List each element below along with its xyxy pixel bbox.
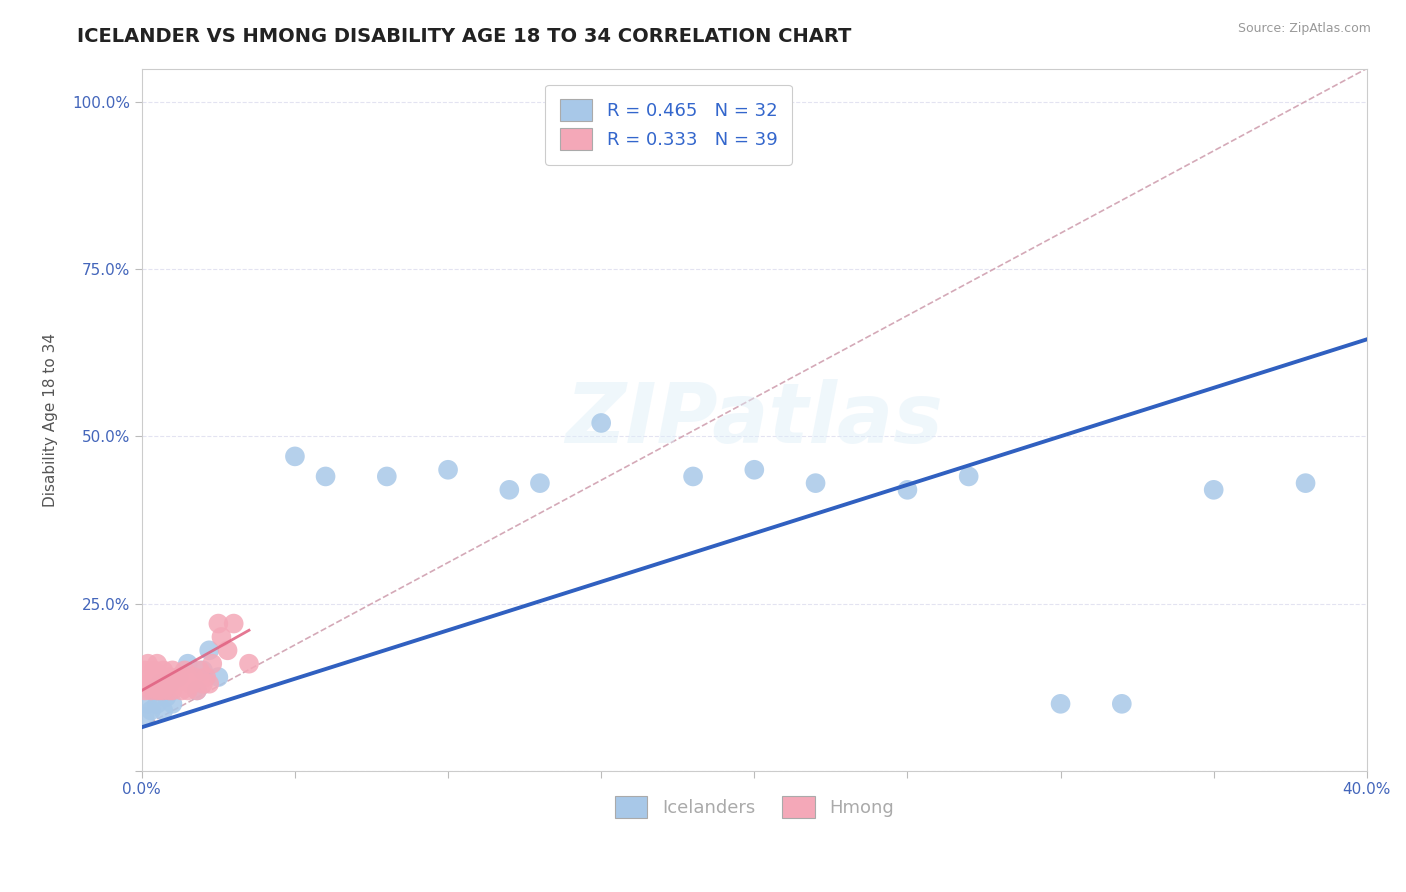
Point (149, 683, 172, 698)
Point (152, 664, 174, 678)
Point (162, 697, 184, 711)
Point (149, 677, 172, 691)
Point (209, 630, 232, 644)
Text: Source: ZipAtlas.com: Source: ZipAtlas.com (1237, 22, 1371, 36)
Point (134, 710, 156, 724)
Point (136, 657, 159, 671)
Point (207, 616, 229, 631)
Point (207, 670, 229, 684)
Point (198, 643, 221, 657)
Point (217, 643, 239, 657)
Point (284, 450, 307, 464)
Point (315, 469, 337, 483)
Point (437, 463, 460, 477)
Point (139, 704, 162, 718)
Point (238, 657, 260, 671)
Point (180, 677, 202, 691)
Point (134, 683, 156, 698)
Point (167, 670, 190, 684)
Point (143, 683, 166, 698)
Point (177, 670, 200, 684)
Point (162, 664, 184, 678)
Point (804, 476, 827, 491)
Point (198, 677, 221, 691)
Point (157, 670, 180, 684)
Legend: Icelanders, Hmong: Icelanders, Hmong (607, 789, 901, 825)
Point (529, 476, 551, 491)
Point (139, 683, 162, 698)
Point (139, 670, 162, 684)
Point (195, 670, 218, 684)
Point (162, 683, 184, 698)
Point (157, 683, 180, 698)
Point (188, 664, 211, 678)
Point (136, 697, 159, 711)
Point (143, 664, 166, 678)
Point (183, 670, 205, 684)
Y-axis label: Disability Age 18 to 34: Disability Age 18 to 34 (44, 333, 58, 507)
Point (157, 677, 180, 691)
Point (591, 416, 613, 430)
Point (222, 616, 245, 631)
Point (155, 677, 177, 691)
Point (1111, 697, 1133, 711)
Point (146, 697, 169, 711)
Point (136, 677, 159, 691)
Point (170, 683, 193, 698)
Point (177, 657, 200, 671)
Point (896, 483, 918, 497)
Point (375, 469, 398, 483)
Point (165, 677, 187, 691)
Point (1295, 476, 1317, 491)
Point (1049, 697, 1071, 711)
Point (146, 657, 169, 671)
Point (143, 677, 166, 691)
Text: ICELANDER VS HMONG DISABILITY AGE 18 TO 34 CORRELATION CHART: ICELANDER VS HMONG DISABILITY AGE 18 TO … (77, 27, 852, 45)
Point (167, 670, 190, 684)
Point (177, 683, 200, 698)
Point (498, 483, 520, 497)
Point (742, 463, 765, 477)
Point (146, 670, 169, 684)
Point (957, 469, 980, 483)
Point (146, 683, 169, 698)
Point (173, 664, 195, 678)
Point (201, 657, 224, 671)
Point (191, 664, 214, 678)
Point (682, 469, 704, 483)
Point (1202, 483, 1225, 497)
Point (134, 664, 156, 678)
Text: ZIPatlas: ZIPatlas (565, 379, 943, 460)
Point (149, 670, 172, 684)
Point (155, 690, 177, 705)
Point (152, 704, 174, 718)
Point (152, 683, 174, 698)
Point (186, 683, 208, 698)
Point (186, 683, 208, 698)
Point (191, 677, 214, 691)
